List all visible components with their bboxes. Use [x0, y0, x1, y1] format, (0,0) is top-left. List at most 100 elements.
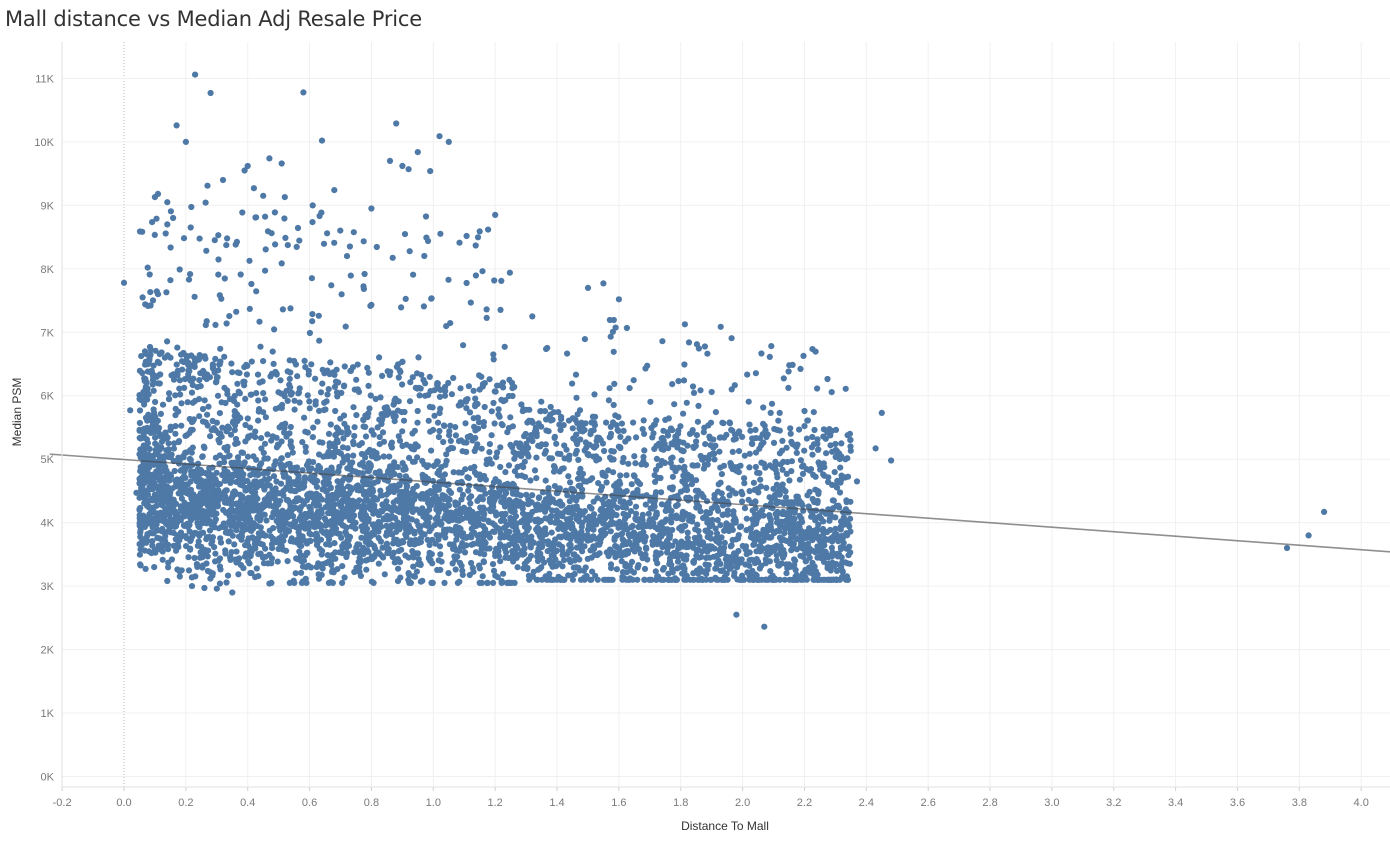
data-point: [344, 533, 351, 540]
data-point: [338, 503, 345, 510]
data-point: [680, 439, 687, 446]
data-point: [295, 529, 302, 536]
data-point: [472, 242, 479, 249]
data-point: [207, 483, 214, 490]
data-point: [824, 375, 831, 383]
data-point: [265, 497, 273, 504]
data-point: [835, 535, 843, 542]
data-point: [367, 461, 374, 468]
data-point: [167, 244, 174, 251]
data-point: [181, 376, 189, 383]
data-point: [524, 500, 531, 508]
data-point: [653, 576, 660, 583]
data-point: [315, 514, 322, 521]
data-point: [837, 526, 844, 533]
data-point: [176, 385, 183, 392]
data-point: [553, 440, 560, 447]
data-point: [344, 445, 351, 452]
data-point: [153, 215, 160, 222]
data-point: [185, 361, 192, 369]
data-point: [745, 496, 752, 503]
data-point: [151, 412, 158, 419]
data-point: [295, 556, 302, 563]
data-point: [181, 467, 188, 474]
data-point: [752, 426, 759, 433]
data-point: [302, 443, 309, 451]
data-point: [237, 521, 244, 528]
data-point: [816, 537, 823, 544]
data-point: [331, 239, 338, 246]
data-point: [547, 540, 554, 547]
data-point: [299, 578, 307, 585]
data-point: [611, 511, 619, 518]
data-point: [215, 256, 222, 263]
data-point: [656, 441, 663, 448]
data-point: [677, 515, 685, 522]
data-point: [658, 520, 665, 527]
data-point: [553, 507, 560, 514]
data-point: [177, 391, 184, 398]
data-point: [360, 545, 367, 552]
data-point: [284, 558, 291, 565]
data-point: [719, 419, 726, 426]
data-point: [490, 399, 497, 407]
data-point: [637, 550, 644, 557]
data-point: [283, 496, 290, 503]
data-point: [291, 397, 298, 404]
data-point: [798, 515, 805, 522]
data-point: [658, 530, 665, 538]
data-point: [239, 493, 246, 500]
data-point: [173, 511, 180, 519]
data-point: [589, 413, 597, 420]
data-point: [325, 386, 332, 393]
data-point: [605, 498, 613, 505]
data-point: [289, 449, 296, 456]
data-point: [247, 516, 254, 523]
data-point: [609, 328, 617, 335]
data-point: [236, 515, 243, 522]
data-point: [360, 522, 367, 529]
data-point: [200, 443, 207, 450]
data-point: [292, 504, 299, 511]
data-point: [786, 362, 793, 369]
data-point: [267, 533, 274, 540]
data-point: [136, 367, 143, 374]
data-point: [511, 533, 518, 540]
data-point: [202, 199, 209, 206]
data-point: [188, 449, 195, 456]
data-point: [599, 527, 606, 534]
data-point: [775, 417, 782, 424]
data-point: [507, 507, 514, 514]
data-point: [340, 412, 348, 419]
data-point: [703, 576, 710, 583]
data-point: [658, 489, 665, 496]
data-point: [624, 550, 632, 557]
data-point: [768, 400, 776, 407]
data-point: [273, 498, 280, 505]
data-point: [710, 444, 717, 451]
data-point: [468, 559, 475, 567]
data-point: [647, 398, 654, 405]
data-point: [847, 549, 854, 556]
data-point: [460, 342, 467, 349]
data-point: [472, 272, 479, 279]
data-point: [136, 494, 143, 501]
data-point: [225, 530, 232, 537]
data-point: [499, 422, 506, 429]
data-point: [328, 466, 335, 473]
data-point: [490, 567, 498, 574]
data-point: [331, 540, 338, 547]
data-point: [641, 535, 648, 542]
data-point: [363, 530, 370, 538]
data-point: [426, 403, 433, 410]
data-point: [799, 502, 806, 509]
data-point: [196, 377, 203, 384]
data-point: [775, 509, 782, 517]
data-point: [479, 496, 486, 503]
data-point: [533, 433, 540, 440]
data-point: [228, 360, 235, 367]
data-point: [559, 513, 566, 520]
data-point: [622, 521, 629, 528]
data-point: [792, 498, 799, 505]
data-point: [726, 492, 733, 499]
